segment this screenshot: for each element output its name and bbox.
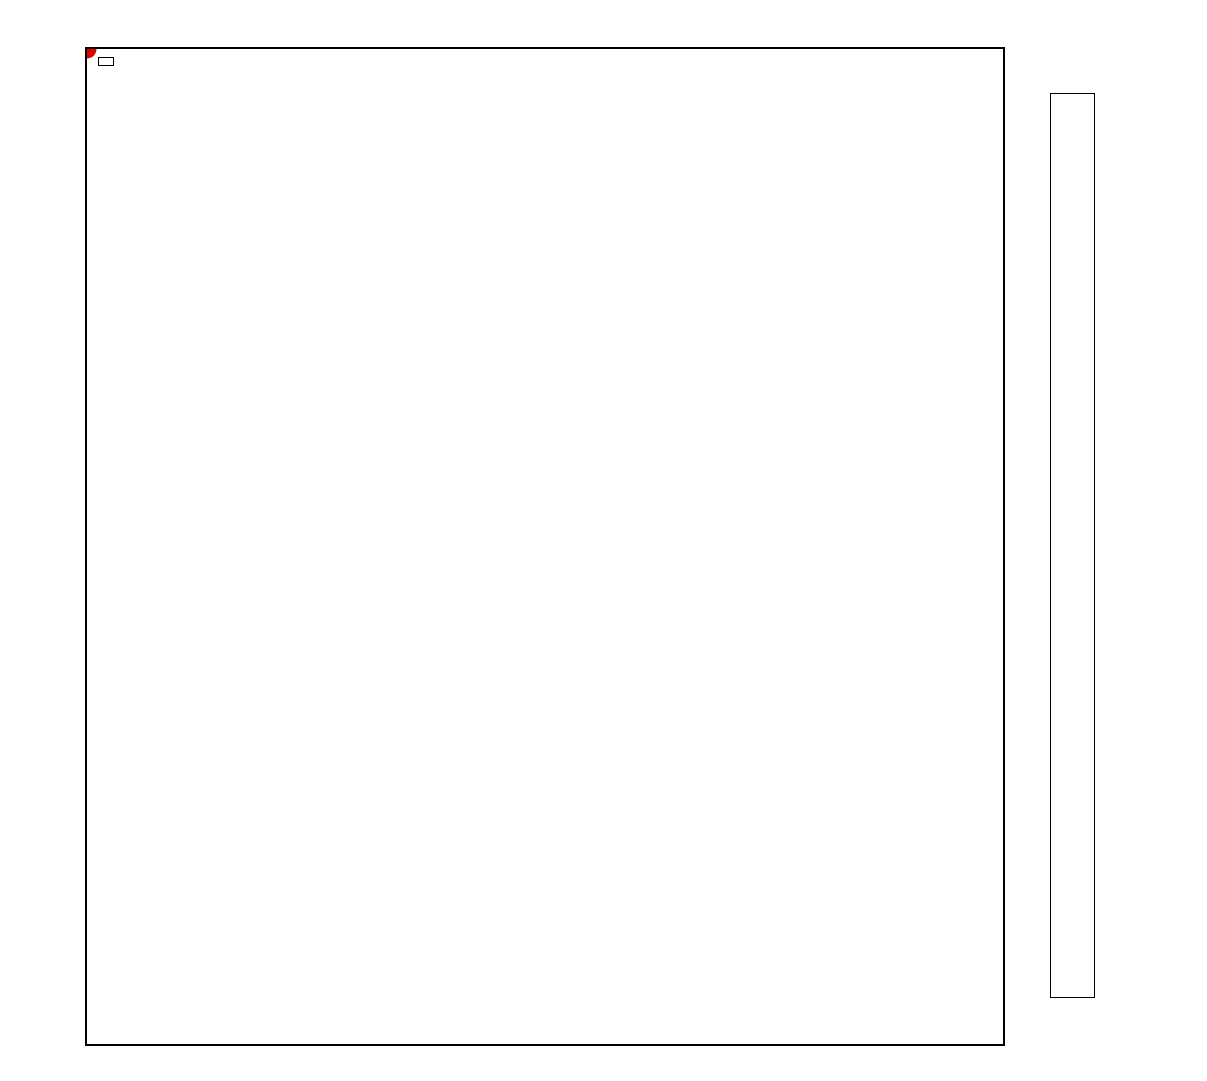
geography-layer (87, 49, 1003, 1044)
radar-site-marker (87, 49, 97, 59)
colorbar-gradient (1051, 94, 1094, 997)
radar-plot-area[interactable] (85, 47, 1005, 1046)
product-info-box (98, 57, 114, 66)
radar-canvas-wrap (87, 49, 1003, 1044)
colorbar (1050, 93, 1095, 998)
